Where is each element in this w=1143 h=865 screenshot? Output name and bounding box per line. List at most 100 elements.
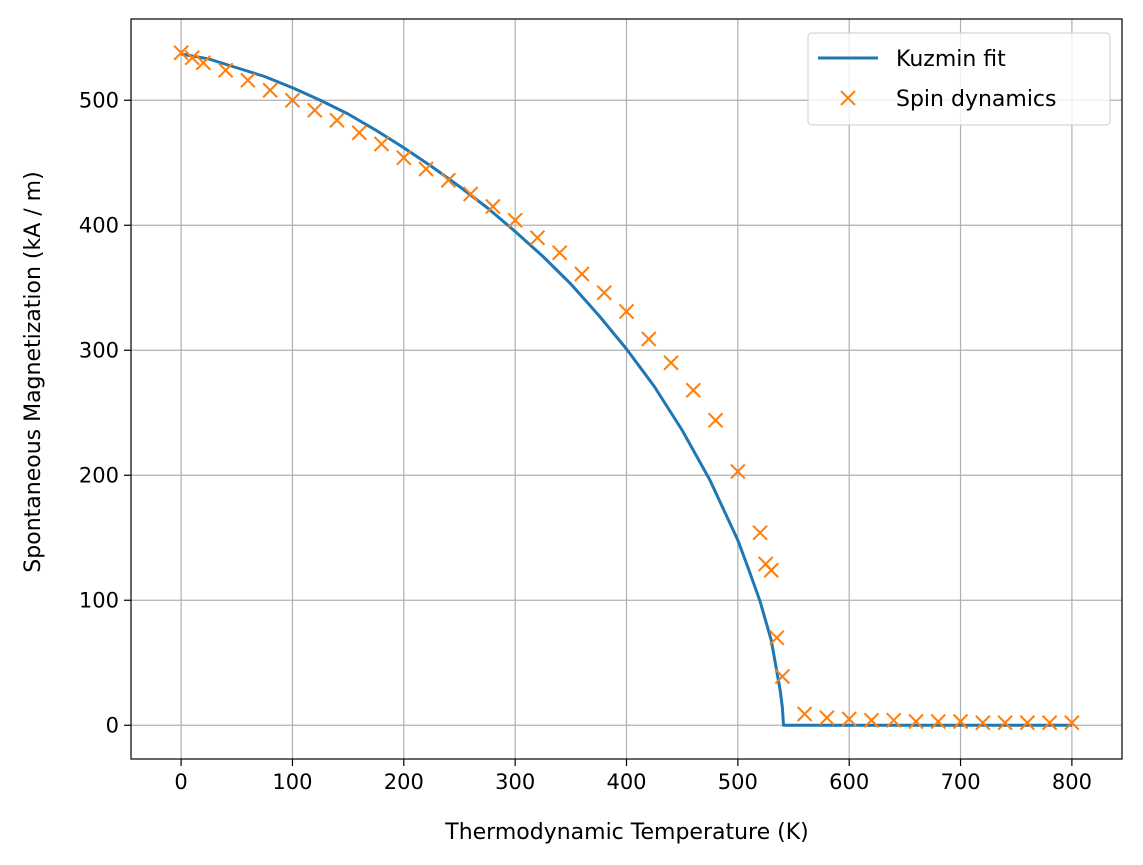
marker-stroke bbox=[396, 150, 412, 166]
marker-stroke bbox=[796, 706, 813, 722]
marker-stroke bbox=[284, 92, 301, 108]
data-point-spin-dynamics bbox=[507, 212, 523, 228]
data-point-spin-dynamics bbox=[262, 82, 278, 98]
marker-stroke bbox=[641, 331, 657, 347]
legend-label-kuzmin-fit: Kuzmin fit bbox=[896, 47, 1006, 72]
marker-stroke bbox=[240, 72, 256, 88]
marker-stroke bbox=[997, 715, 1013, 731]
data-point-spin-dynamics bbox=[485, 198, 501, 215]
marker-stroke bbox=[329, 112, 345, 128]
x-tick-label: 0 bbox=[174, 770, 187, 794]
data-point-spin-dynamics bbox=[930, 713, 946, 730]
legend-box bbox=[807, 32, 1111, 126]
marker-stroke bbox=[596, 285, 612, 301]
axes: 0 100 200 300 400 500 600 700 800 0 100 200 300 400 50… bbox=[79, 88, 1092, 794]
y-tick-label: 500 bbox=[79, 88, 119, 112]
marker-stroke bbox=[908, 713, 924, 730]
data-point-spin-dynamics bbox=[173, 45, 189, 61]
marker-stroke bbox=[952, 713, 969, 730]
data-point-spin-dynamics bbox=[351, 125, 367, 141]
y-tick-label: 400 bbox=[79, 213, 119, 237]
marker-stroke bbox=[769, 630, 785, 646]
data-point-spin-dynamics bbox=[240, 72, 256, 88]
y-tick-label: 200 bbox=[79, 463, 119, 487]
x-tick-label: 300 bbox=[495, 770, 535, 794]
data-point-spin-dynamics bbox=[440, 172, 457, 188]
marker-stroke bbox=[307, 102, 323, 118]
marker-stroke bbox=[841, 711, 857, 727]
data-point-spin-dynamics bbox=[618, 303, 635, 320]
data-point-spin-dynamics bbox=[707, 412, 724, 428]
data-point-spin-dynamics bbox=[1019, 715, 1036, 731]
marker-stroke bbox=[173, 45, 189, 61]
x-tick-label: 400 bbox=[606, 770, 646, 794]
data-point-spin-dynamics bbox=[819, 710, 835, 726]
data-point-spin-dynamics bbox=[752, 525, 768, 541]
data-point-spin-dynamics bbox=[596, 285, 612, 301]
data-point-spin-dynamics bbox=[796, 706, 813, 722]
marker-stroke bbox=[1041, 715, 1058, 731]
data-point-spin-dynamics bbox=[284, 92, 301, 108]
data-point-spin-dynamics bbox=[307, 102, 323, 118]
legend: Kuzmin fit Spin dynamics bbox=[807, 32, 1111, 126]
plot-area bbox=[173, 45, 1080, 731]
y-tick-label: 0 bbox=[106, 713, 119, 737]
data-point-spin-dynamics bbox=[975, 715, 991, 731]
legend-marker-spin-dynamics bbox=[840, 90, 856, 106]
data-point-spin-dynamics bbox=[863, 712, 880, 728]
marker-stroke bbox=[1064, 715, 1080, 731]
data-point-spin-dynamics bbox=[763, 562, 779, 578]
x-tick-label: 800 bbox=[1052, 770, 1092, 794]
data-point-spin-dynamics bbox=[195, 55, 212, 71]
marker-stroke bbox=[440, 172, 457, 188]
marker-stroke bbox=[574, 266, 590, 282]
y-tick-label: 100 bbox=[79, 588, 119, 612]
x-tick-label: 600 bbox=[829, 770, 869, 794]
data-point-spin-dynamics bbox=[551, 245, 568, 261]
y-tick-label: 300 bbox=[79, 338, 119, 362]
data-point-spin-dynamics bbox=[952, 713, 969, 730]
marker-stroke bbox=[373, 136, 390, 152]
marker-stroke bbox=[217, 62, 234, 78]
data-point-spin-dynamics bbox=[769, 630, 785, 646]
marker-stroke bbox=[886, 712, 902, 728]
marker-stroke bbox=[551, 245, 568, 261]
marker-stroke bbox=[752, 525, 768, 541]
legend-label-spin-dynamics: Spin dynamics bbox=[896, 87, 1057, 112]
marker-stroke bbox=[195, 55, 212, 71]
data-point-spin-dynamics bbox=[908, 713, 924, 730]
data-point-spin-dynamics bbox=[574, 266, 590, 282]
series-line-kuzmin-fit bbox=[180, 52, 1072, 727]
data-point-spin-dynamics bbox=[886, 712, 902, 728]
marker-stroke bbox=[685, 382, 702, 398]
data-point-spin-dynamics bbox=[529, 230, 546, 246]
data-point-spin-dynamics bbox=[373, 136, 390, 152]
data-point-spin-dynamics bbox=[217, 62, 234, 78]
data-point-spin-dynamics bbox=[730, 463, 746, 480]
data-point-spin-dynamics bbox=[774, 668, 791, 685]
marker-stroke bbox=[507, 212, 523, 228]
marker-stroke bbox=[975, 715, 991, 731]
marker-stroke bbox=[1019, 715, 1036, 731]
marker-stroke bbox=[529, 230, 546, 246]
marker-stroke bbox=[930, 713, 946, 730]
data-point-spin-dynamics bbox=[1041, 715, 1058, 731]
x-tick-label: 100 bbox=[272, 770, 312, 794]
marker-stroke bbox=[262, 82, 278, 98]
y-axis-title: Spontaneous Magnetization (kA / m) bbox=[21, 171, 46, 572]
marker-stroke bbox=[618, 303, 635, 320]
data-point-spin-dynamics bbox=[462, 186, 479, 202]
data-point-spin-dynamics bbox=[841, 711, 857, 727]
data-point-spin-dynamics bbox=[997, 715, 1013, 731]
marker-stroke bbox=[730, 463, 746, 480]
data-point-spin-dynamics bbox=[396, 150, 412, 166]
data-point-spin-dynamics bbox=[418, 161, 434, 177]
data-point-spin-dynamics bbox=[663, 355, 679, 371]
marker-stroke bbox=[351, 125, 367, 141]
x-tick-label: 200 bbox=[384, 770, 424, 794]
x-axis-title: Thermodynamic Temperature (K) bbox=[444, 820, 808, 845]
data-point-spin-dynamics bbox=[184, 50, 200, 66]
marker-stroke bbox=[707, 412, 724, 428]
marker-stroke bbox=[485, 198, 501, 215]
